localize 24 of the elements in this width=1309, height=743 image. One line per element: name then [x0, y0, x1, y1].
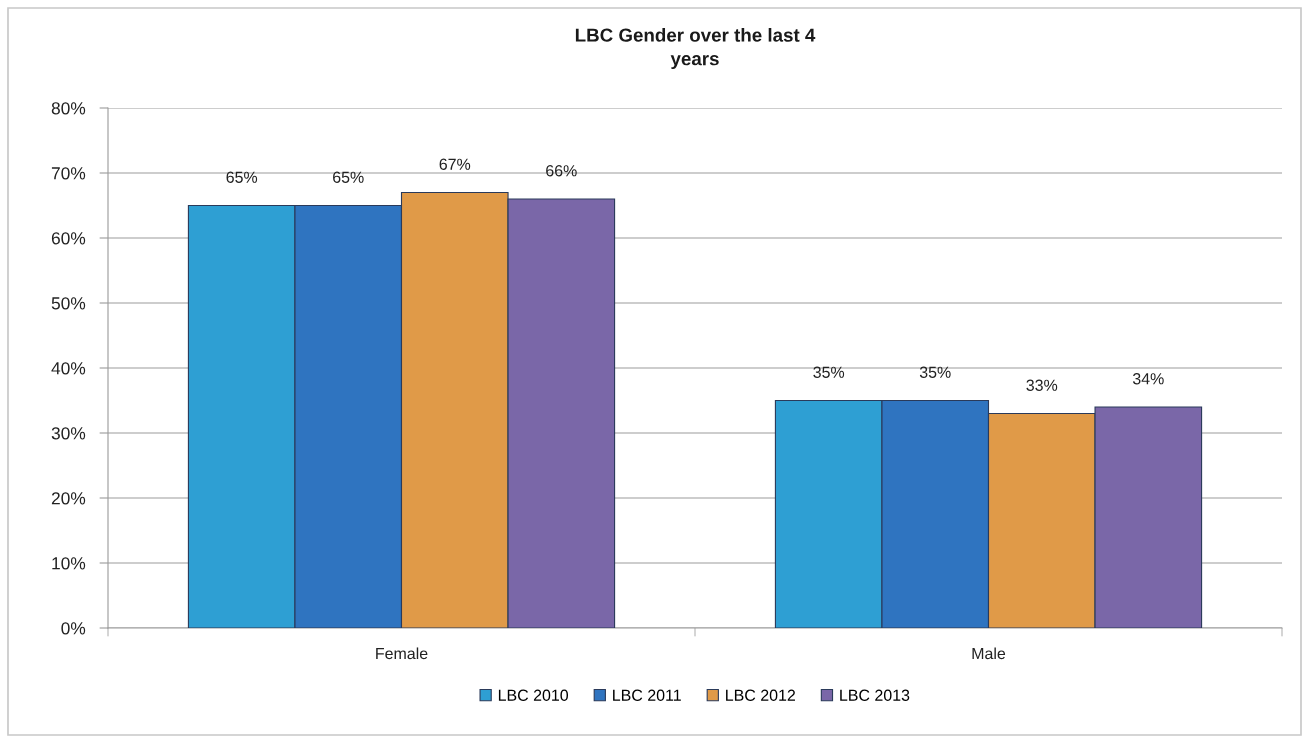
- y-tick-label: 20%: [51, 492, 86, 505]
- data-label: 66%: [546, 165, 577, 177]
- y-tick-label: 50%: [51, 297, 86, 310]
- x-tick-label: Male: [972, 647, 1006, 660]
- data-label: 65%: [333, 171, 364, 183]
- legend-label: LBC 2013: [840, 689, 910, 701]
- data-label: 33%: [1026, 379, 1058, 391]
- data-label: 65%: [226, 171, 258, 183]
- y-tick-label: 10%: [52, 557, 86, 570]
- y-tick-label: 40%: [51, 362, 86, 375]
- data-label: 35%: [813, 366, 845, 378]
- legend-label: LBC 2011: [613, 689, 681, 701]
- y-tick-label: 80%: [51, 102, 86, 115]
- data-label: 67%: [439, 158, 471, 170]
- y-tick-label: 0%: [61, 622, 86, 635]
- legend-label: LBC 2012: [726, 689, 795, 701]
- x-tick-label: Female: [376, 647, 428, 660]
- chart-title: LBC Gender over the last 4 years: [575, 28, 816, 70]
- legend-label: LBC 2010: [498, 689, 569, 701]
- y-tick-label: 70%: [51, 167, 86, 180]
- y-tick-label: 60%: [51, 232, 86, 245]
- data-label: 34%: [1132, 373, 1164, 385]
- data-label: 35%: [919, 366, 951, 378]
- y-tick-label: 30%: [51, 427, 86, 440]
